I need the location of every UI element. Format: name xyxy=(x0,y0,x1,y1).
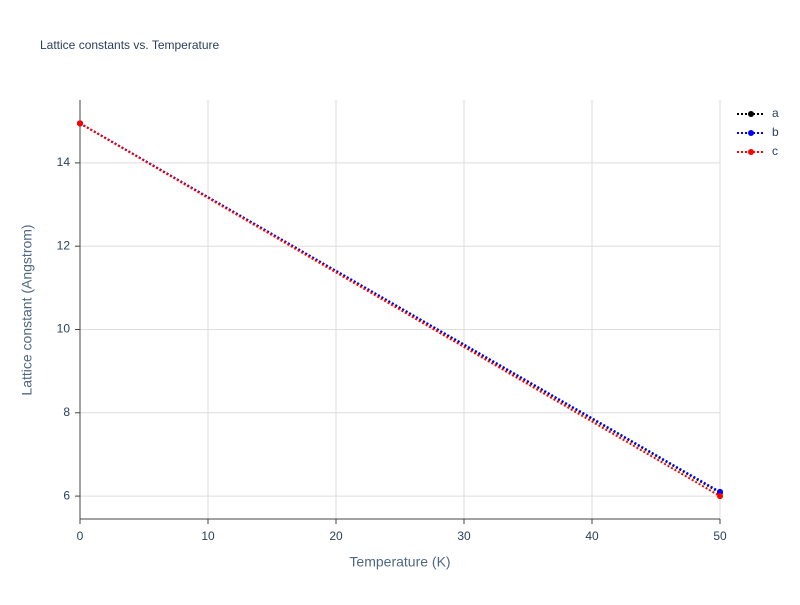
series-line xyxy=(79,122,721,497)
x-tick-label: 20 xyxy=(329,529,343,543)
y-tick-label: 14 xyxy=(57,155,71,169)
x-tick-label: 0 xyxy=(77,529,84,543)
legend-marker xyxy=(748,111,754,117)
y-tick-label: 6 xyxy=(63,488,70,502)
series-line xyxy=(79,122,721,493)
y-axis-label: Lattice constant (Angstrom) xyxy=(19,224,35,395)
chart-title: Lattice constants vs. Temperature xyxy=(40,38,220,52)
legend-marker xyxy=(748,130,754,136)
legend-label: b xyxy=(772,125,779,139)
x-tick-label: 30 xyxy=(457,529,471,543)
x-axis-label: Temperature (K) xyxy=(349,554,450,570)
y-tick-label: 10 xyxy=(57,322,71,336)
x-tick-label: 40 xyxy=(585,529,599,543)
point xyxy=(717,493,723,500)
x-tick-label: 50 xyxy=(713,529,727,543)
y-tick-label: 12 xyxy=(57,238,71,252)
legend-marker xyxy=(748,149,754,155)
point xyxy=(77,120,83,127)
point xyxy=(717,488,723,495)
legend-label: c xyxy=(772,144,778,158)
y-tick-label: 8 xyxy=(63,405,70,419)
x-tick-label: 10 xyxy=(201,529,215,543)
legend-label: a xyxy=(772,106,779,120)
